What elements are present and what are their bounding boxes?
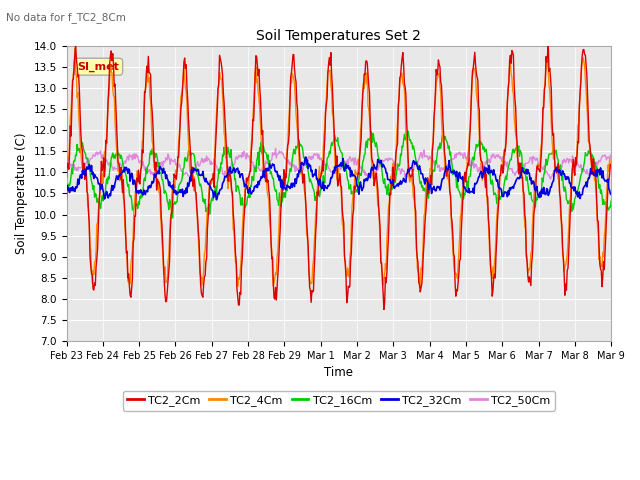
TC2_4Cm	[184, 141, 192, 146]
TC2_16Cm	[72, 153, 80, 158]
TC2_4Cm	[234, 284, 241, 289]
TC2_4Cm	[71, 46, 79, 51]
TC2_50Cm	[63, 153, 70, 158]
TC2_50Cm	[272, 145, 280, 151]
TC2_4Cm	[607, 166, 615, 171]
Line: TC2_2Cm: TC2_2Cm	[67, 43, 611, 310]
Text: No data for f_TC2_8Cm: No data for f_TC2_8Cm	[6, 12, 126, 23]
TC2_4Cm	[422, 180, 430, 185]
TC2_2Cm	[213, 108, 221, 113]
TC2_2Cm	[72, 40, 79, 46]
TC2_50Cm	[129, 157, 136, 163]
TC2_32Cm	[607, 192, 615, 197]
X-axis label: Time: Time	[324, 366, 353, 379]
TC2_16Cm	[404, 128, 412, 134]
TC2_50Cm	[72, 168, 80, 173]
Line: TC2_16Cm: TC2_16Cm	[67, 131, 611, 218]
Title: Soil Temperatures Set 2: Soil Temperatures Set 2	[257, 29, 421, 43]
TC2_4Cm	[74, 95, 81, 100]
Text: SI_met: SI_met	[77, 61, 119, 72]
TC2_4Cm	[129, 231, 137, 237]
TC2_2Cm	[184, 116, 192, 121]
TC2_32Cm	[406, 165, 414, 171]
TC2_2Cm	[74, 63, 81, 69]
TC2_2Cm	[422, 203, 430, 208]
TC2_32Cm	[302, 154, 310, 160]
TC2_16Cm	[406, 137, 414, 143]
TC2_16Cm	[184, 148, 192, 154]
TC2_16Cm	[422, 197, 430, 203]
TC2_32Cm	[184, 180, 191, 186]
TC2_50Cm	[607, 157, 615, 163]
TC2_2Cm	[129, 240, 137, 246]
Y-axis label: Soil Temperature (C): Soil Temperature (C)	[15, 133, 28, 254]
TC2_2Cm	[63, 174, 70, 180]
TC2_50Cm	[184, 172, 191, 178]
Line: TC2_32Cm: TC2_32Cm	[67, 157, 611, 200]
Line: TC2_50Cm: TC2_50Cm	[67, 148, 611, 179]
TC2_32Cm	[422, 178, 430, 183]
TC2_16Cm	[607, 198, 615, 204]
TC2_4Cm	[213, 96, 221, 102]
TC2_32Cm	[129, 173, 136, 179]
TC2_32Cm	[63, 187, 70, 193]
TC2_2Cm	[380, 307, 388, 312]
TC2_32Cm	[72, 185, 80, 191]
TC2_50Cm	[406, 166, 413, 171]
TC2_4Cm	[406, 176, 414, 182]
TC2_50Cm	[547, 176, 554, 182]
TC2_16Cm	[213, 180, 221, 186]
TC2_2Cm	[607, 162, 615, 168]
TC2_50Cm	[422, 154, 429, 159]
TC2_32Cm	[213, 195, 221, 201]
Line: TC2_4Cm: TC2_4Cm	[67, 48, 611, 287]
TC2_16Cm	[129, 207, 136, 213]
TC2_2Cm	[406, 174, 414, 180]
TC2_16Cm	[63, 197, 70, 203]
Legend: TC2_2Cm, TC2_4Cm, TC2_16Cm, TC2_32Cm, TC2_50Cm: TC2_2Cm, TC2_4Cm, TC2_16Cm, TC2_32Cm, TC…	[122, 391, 555, 410]
TC2_16Cm	[169, 215, 177, 221]
TC2_4Cm	[63, 162, 70, 168]
TC2_50Cm	[212, 164, 220, 169]
TC2_32Cm	[212, 197, 220, 203]
